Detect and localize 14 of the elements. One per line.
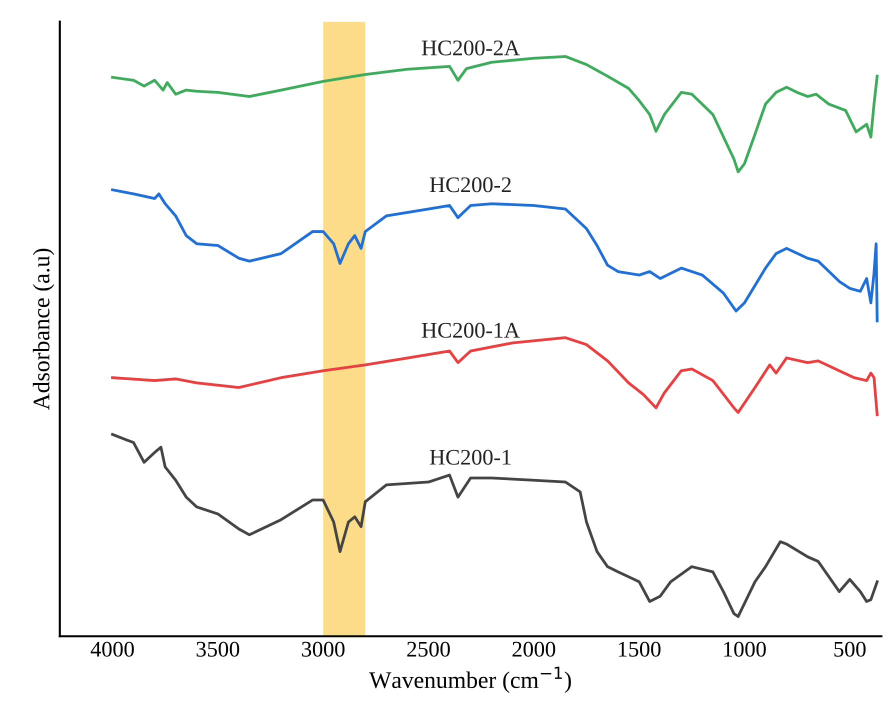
y-axis-title: Adsorbance (a.u) bbox=[32, 248, 54, 410]
x-tick-label: 500 bbox=[834, 642, 866, 657]
x-tick-label: 2500 bbox=[407, 642, 450, 657]
series-label: HC200-2A bbox=[422, 40, 520, 56]
x-tick-label: 1500 bbox=[618, 642, 661, 657]
x-tick-label: 4000 bbox=[90, 642, 134, 657]
x-tick-label: 2000 bbox=[512, 642, 556, 657]
x-axis-title: Wavenumber (cm$^{−1}$) bbox=[369, 666, 571, 693]
x-tick-label: 3500 bbox=[196, 642, 240, 657]
series-label: HC200-1A bbox=[422, 322, 520, 338]
x-tick-label: 1000 bbox=[724, 642, 766, 657]
series-label: HC200-1 bbox=[430, 450, 511, 465]
x-tick-label: 3000 bbox=[302, 642, 345, 657]
series-label: HC200-2 bbox=[430, 177, 511, 192]
